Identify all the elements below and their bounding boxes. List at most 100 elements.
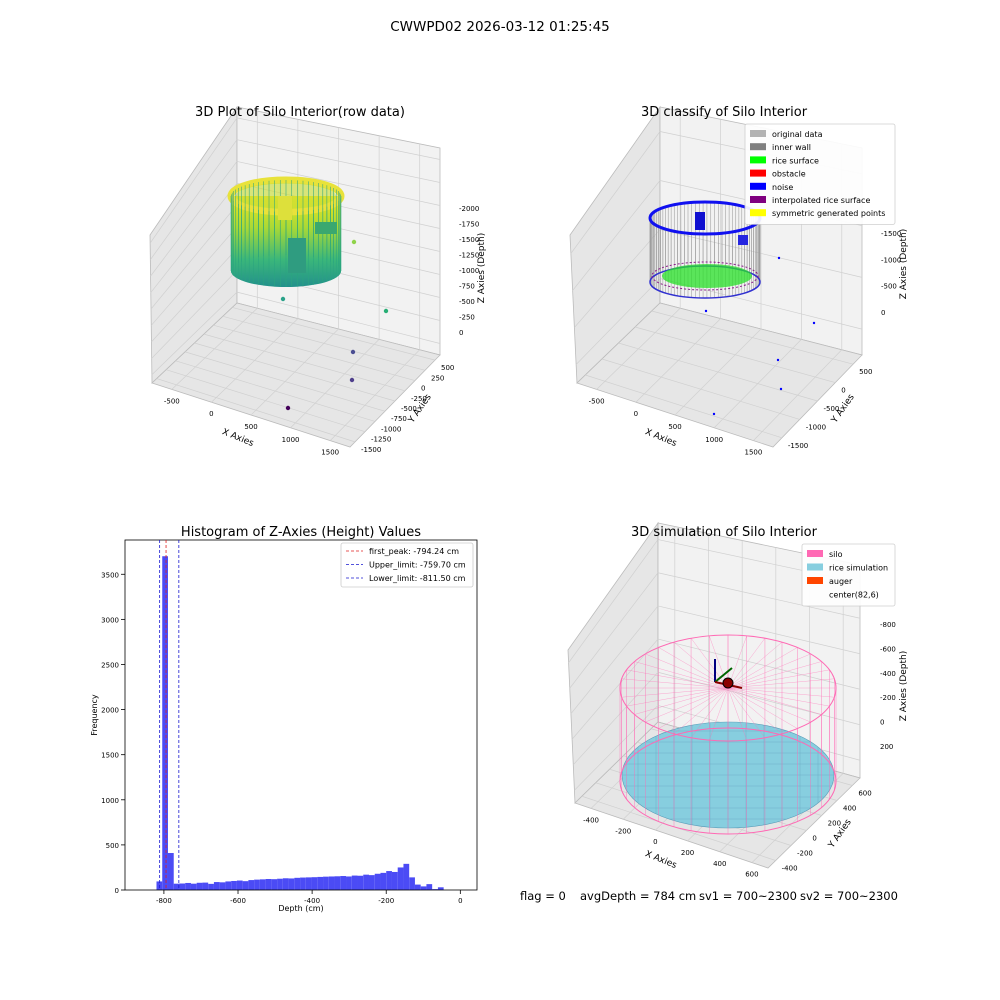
- histogram-bar: [179, 883, 186, 890]
- x-tick-label: 500: [668, 423, 681, 431]
- x-tick-label: 0: [209, 410, 213, 418]
- y-tick-label: 500: [441, 364, 454, 372]
- outlier-point: [351, 239, 357, 245]
- auger-marker: [722, 677, 734, 689]
- z-grid-line-side: [568, 539, 659, 663]
- y-grid-line: [585, 374, 783, 439]
- z-grid-line-side: [150, 183, 238, 293]
- silo-roof-line: [727, 647, 798, 689]
- obstacle-cluster: [278, 196, 292, 220]
- y-grid-line: [194, 342, 396, 402]
- silo-roof-line: [626, 687, 729, 707]
- y-tick-label: 1500: [101, 752, 119, 760]
- silo-roof-line: [727, 678, 835, 689]
- y-grid-line: [166, 369, 366, 433]
- z-grid-line: [236, 161, 441, 206]
- silo-roof-line: [690, 687, 729, 738]
- histogram-bar: [437, 887, 444, 890]
- legend-label: rice surface: [772, 156, 819, 165]
- histogram-bar: [248, 880, 255, 890]
- legend-swatch: [750, 143, 766, 151]
- z-grid-line: [657, 605, 861, 655]
- y-tick-label: 400: [843, 805, 856, 813]
- z-grid-line-side: [150, 139, 238, 260]
- silo-roof-line: [673, 687, 729, 735]
- plot-frame: [124, 539, 478, 891]
- y-tick-label: 1000: [101, 797, 119, 805]
- z-grid-line-side: [574, 705, 659, 791]
- depth-histogram: -800 -600 -400 -200 0 0 500 1000 1500 2000 2500 300…: [90, 525, 478, 913]
- floor-pane: [151, 302, 441, 448]
- z-grid-line-side: [575, 278, 661, 365]
- z-grid-line: [236, 117, 441, 160]
- chart-title: Histogram of Z-Axies (Height) Values: [181, 525, 421, 540]
- histogram-bar: [162, 556, 168, 890]
- histogram-bar: [432, 889, 438, 890]
- histogram-bar: [391, 871, 398, 890]
- silo-roof-line: [621, 687, 729, 698]
- outlier-point: [350, 349, 356, 355]
- histogram-bar: [368, 875, 375, 890]
- outlier-point: [383, 308, 389, 314]
- figure-suptitle: CWWPD02 2026-03-12 01:25:45: [390, 19, 610, 35]
- y-tick-label: -500: [401, 405, 417, 413]
- legend-label: center(82,6): [829, 591, 879, 600]
- y-tick-label: 2500: [101, 661, 119, 669]
- histogram-bar: [403, 863, 410, 890]
- legend-label: first_peak: -794.24 cm: [369, 547, 459, 556]
- histogram-bar: [363, 874, 369, 890]
- y-tick-label: -1250: [371, 436, 391, 444]
- x-tick-label: 0: [653, 838, 657, 846]
- z-tick-label: -800: [880, 621, 896, 629]
- histogram-bar: [397, 867, 404, 890]
- y-tick-label: -200: [797, 850, 813, 858]
- y-tick-label: 500: [859, 368, 872, 376]
- x-tick-label: 500: [244, 423, 257, 431]
- y-tick-label: 0: [115, 887, 119, 895]
- x-tick-label: 0: [458, 897, 462, 905]
- legend-swatch: [750, 169, 766, 177]
- histogram-bar: [414, 884, 421, 890]
- silo-roof-line: [727, 661, 822, 689]
- histogram-bar: [282, 878, 289, 890]
- z-axis-label: Z Axies (Depth): [477, 233, 487, 304]
- z-tick-label: 200: [880, 743, 893, 751]
- silo-roof-line: [626, 669, 729, 689]
- silo-roof-line: [634, 687, 729, 715]
- x-axis-label: X Axies: [643, 849, 678, 871]
- legend-box: [744, 123, 896, 225]
- z-grid-line-side: [570, 605, 659, 714]
- histogram-bar: [173, 883, 180, 890]
- x-tick-label: 1000: [705, 436, 723, 444]
- silo-roof-line: [727, 687, 835, 698]
- histogram-bar: [231, 880, 237, 890]
- legend-label: silo: [829, 550, 843, 559]
- legend-swatch: [750, 196, 766, 203]
- histogram-bar: [271, 879, 278, 890]
- histogram-bar: [196, 882, 203, 890]
- legend-label: Upper_limit: -759.70 cm: [369, 561, 466, 570]
- legend-label: rice simulation: [829, 564, 888, 573]
- classify-3d-plot: -500 0 500 1000 1500 500 0 -500 -1000 -1500 0 -500 -…: [569, 105, 909, 457]
- histogram-bar: [311, 877, 318, 890]
- legend-swatch: [807, 563, 823, 571]
- z-tick-label: -1000: [881, 256, 901, 264]
- histogram-bar: [380, 872, 387, 890]
- silo-simulation-3d-plot: -400-20002004006006004002000-200-4002000…: [567, 521, 909, 879]
- z-tick-label: 0: [459, 329, 463, 337]
- y-grid-line: [651, 310, 854, 365]
- legend-box: [340, 542, 474, 588]
- histogram-bar: [323, 876, 329, 890]
- x-tick-label: 400: [713, 860, 726, 868]
- histogram-bar: [259, 879, 266, 890]
- silo-roof-line: [690, 638, 729, 689]
- z-tick-label: -1250: [459, 251, 479, 259]
- silo-roof-line: [645, 653, 729, 689]
- z-tick-label: -400: [880, 670, 896, 678]
- y-tick-label: 200: [828, 820, 841, 828]
- y-axis-label: Frequency: [90, 694, 99, 736]
- x-tick-label: -200: [378, 897, 394, 905]
- y-grid-line: [203, 333, 406, 392]
- x-tick-label: -600: [230, 897, 246, 905]
- histogram-bar: [386, 871, 392, 890]
